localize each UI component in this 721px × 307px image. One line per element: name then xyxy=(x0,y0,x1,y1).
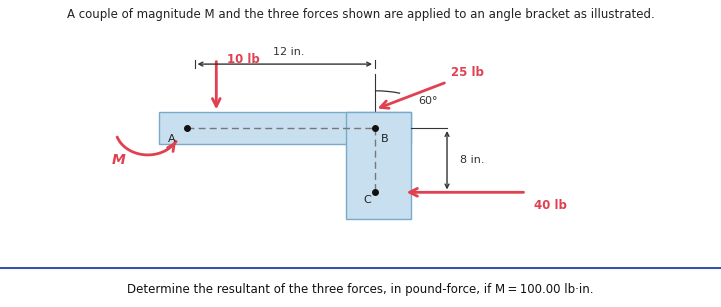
Text: A: A xyxy=(168,134,176,144)
Text: 60°: 60° xyxy=(418,96,438,107)
Text: 8 in.: 8 in. xyxy=(460,155,485,165)
Text: B: B xyxy=(381,134,389,144)
Text: 12 in.: 12 in. xyxy=(273,47,304,57)
Text: 25 lb: 25 lb xyxy=(451,66,484,79)
Text: M: M xyxy=(112,153,126,167)
Text: C: C xyxy=(363,195,371,205)
Polygon shape xyxy=(346,112,411,219)
Text: 10 lb: 10 lb xyxy=(227,53,260,66)
Polygon shape xyxy=(159,112,411,144)
Text: 40 lb: 40 lb xyxy=(534,199,567,212)
Text: Determine the resultant of the three forces, in pound-force, if M = 100.00 lb·in: Determine the resultant of the three for… xyxy=(127,282,594,296)
Text: A couple of magnitude M and the three forces shown are applied to an angle brack: A couple of magnitude M and the three fo… xyxy=(66,8,655,21)
